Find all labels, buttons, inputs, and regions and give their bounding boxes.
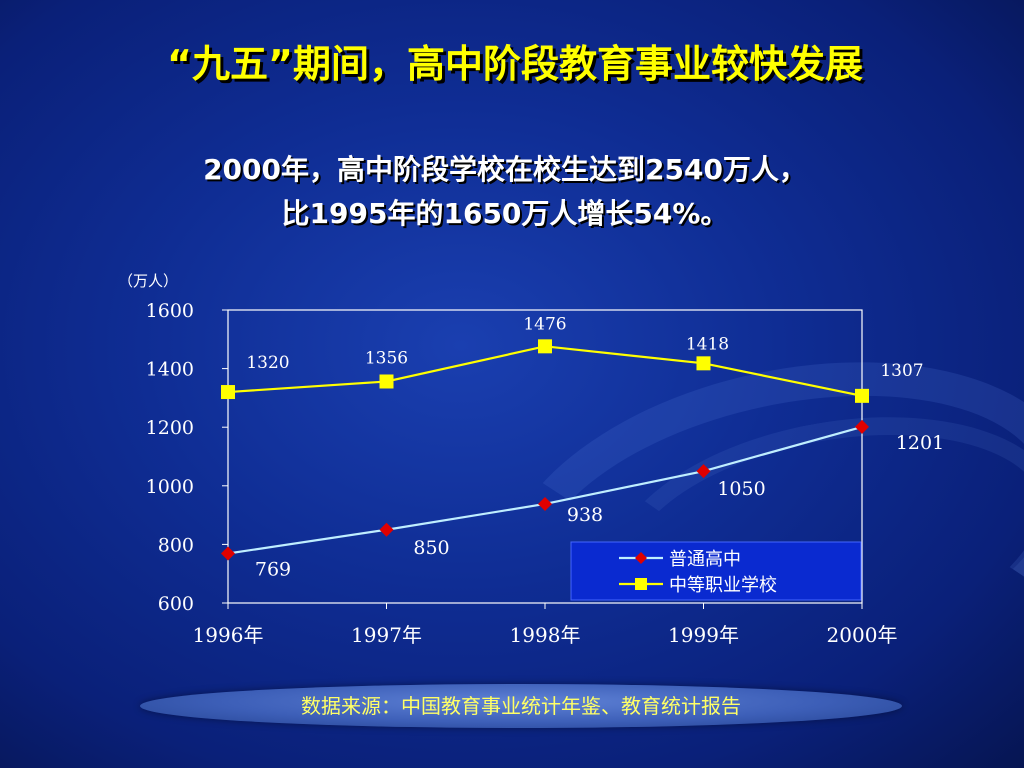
y-axis-unit-label: （万人） [118, 272, 178, 290]
data-label-vocational-school: 1476 [523, 314, 566, 334]
x-tick-label: 1998年 [510, 623, 581, 647]
subtitle-line-2: 比1995年的1650万人增长54%。 [281, 197, 729, 230]
legend-marker-general-high-school [635, 552, 647, 564]
data-label-vocational-school: 1320 [246, 353, 289, 373]
legend-label-general-high-school: 普通高中 [669, 549, 741, 570]
data-label-general-high-school: 769 [255, 558, 291, 580]
subtitle-line-1: 2000年，高中阶段学校在校生达到2540万人， [203, 153, 807, 186]
legend-label-vocational-school: 中等职业学校 [669, 575, 777, 596]
y-tick-label: 800 [158, 534, 194, 556]
data-label-vocational-school: 1418 [686, 334, 729, 354]
y-tick-label: 1400 [146, 359, 194, 381]
data-point-vocational-school [855, 388, 869, 403]
data-label-vocational-school: 1307 [880, 361, 923, 381]
data-label-general-high-school: 850 [413, 537, 449, 559]
data-label-general-high-school: 938 [567, 504, 603, 526]
data-point-general-high-school [855, 419, 869, 434]
source-banner [140, 684, 902, 728]
x-tick-label: 1997年 [351, 623, 422, 647]
data-point-vocational-school [379, 374, 394, 389]
data-label-vocational-school: 1356 [365, 348, 408, 368]
series-line-general-high-school [227, 425, 863, 555]
data-point-vocational-school [538, 339, 552, 354]
data-point-general-high-school [538, 496, 552, 511]
data-point-vocational-school [696, 356, 711, 371]
data-point-general-high-school [221, 546, 235, 561]
x-tick-label: 1999年 [668, 623, 739, 647]
source-note: 数据来源：中国教育事业统计年鉴、教育统计报告 [301, 694, 741, 718]
x-tick-label: 2000年 [827, 623, 898, 647]
slide-subtitle: 2000年，高中阶段学校在校生达到2540万人， 比1995年的1650万人增长… [100, 148, 910, 236]
data-point-general-high-school [379, 522, 394, 537]
data-point-general-high-school [696, 464, 711, 479]
y-tick-label: 1000 [146, 476, 194, 498]
y-tick-label: 600 [158, 593, 194, 615]
data-label-general-high-school: 1050 [717, 478, 765, 500]
data-label-general-high-school: 1201 [896, 432, 944, 454]
legend-box [570, 541, 862, 601]
slide-title: “九五”期间，高中阶段教育事业较快发展 [167, 42, 863, 86]
y-tick-label: 1200 [146, 417, 194, 439]
legend-marker-vocational-school [635, 578, 647, 590]
series-line-vocational-school [227, 345, 863, 397]
y-tick-label: 1600 [146, 300, 194, 322]
x-tick-label: 1996年 [193, 623, 264, 647]
data-point-vocational-school [221, 385, 235, 400]
